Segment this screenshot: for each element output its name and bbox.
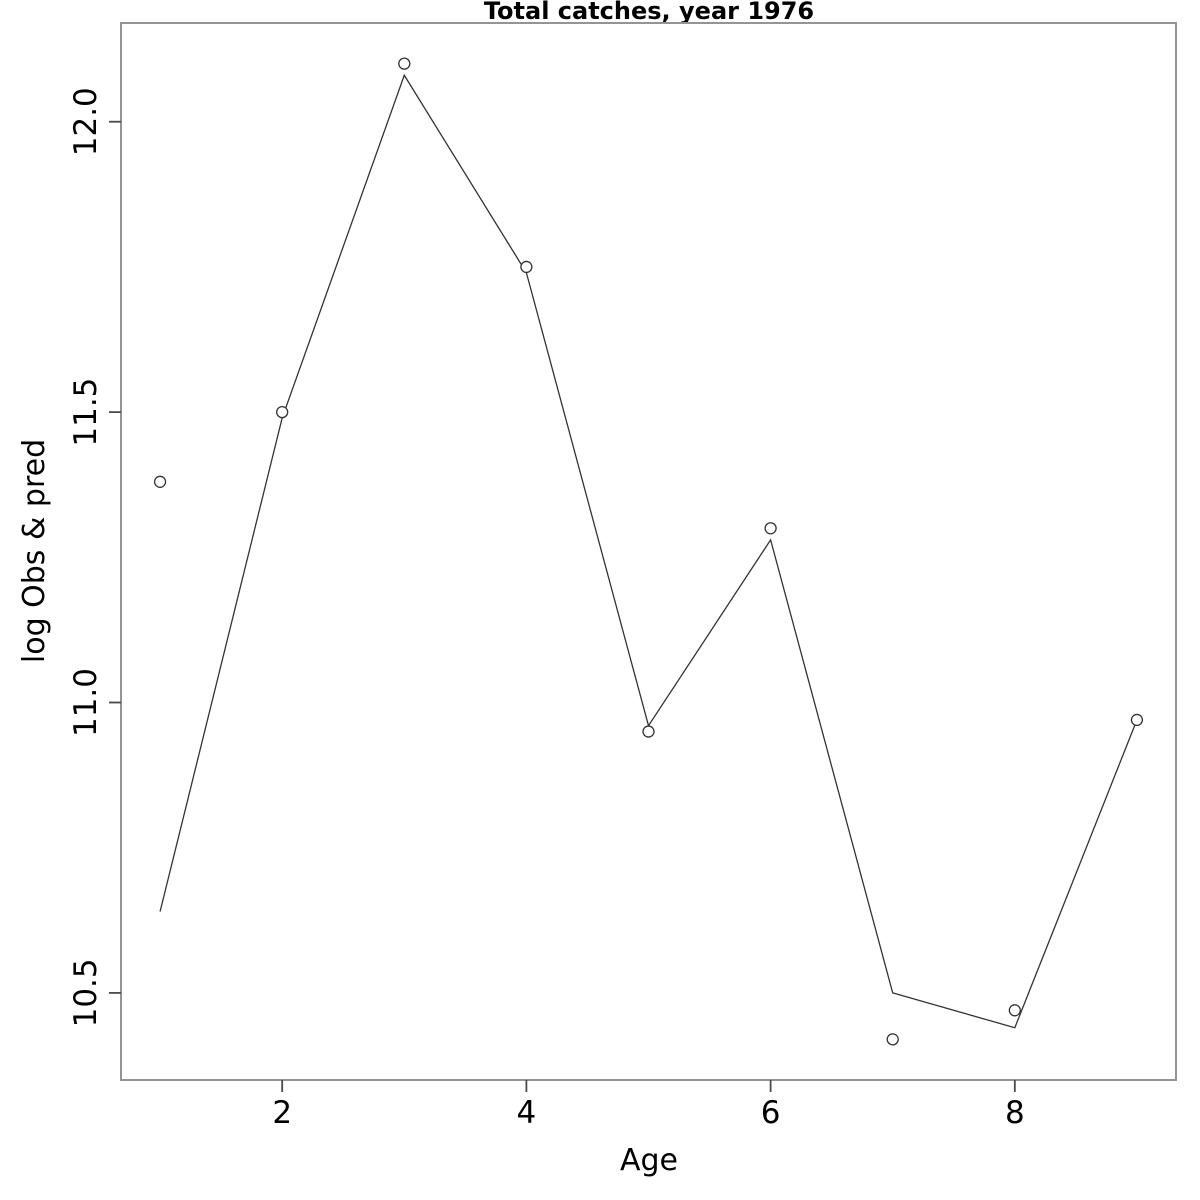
observed-point — [886, 1033, 899, 1046]
observed-point — [520, 260, 533, 274]
y-tick-label: 11.5 — [68, 378, 104, 447]
observed-point — [642, 725, 655, 738]
plot-border — [120, 22, 1177, 1081]
y-tick-label: 12.0 — [68, 87, 104, 156]
y-axis-title: log Obs & pred — [17, 439, 52, 663]
observed-point — [1008, 1004, 1021, 1017]
x-tick-label: 6 — [761, 1095, 781, 1131]
x-tick-label: 2 — [272, 1095, 292, 1131]
observed-point — [276, 405, 289, 419]
observed-point — [398, 57, 411, 70]
observed-point — [153, 475, 167, 488]
plot-geometry: 2 4 6 8 10.5 11.0 11.5 12.0 — [68, 22, 1177, 1131]
y-tick-label: 11.0 — [68, 668, 104, 737]
x-axis-title: Age — [620, 1143, 678, 1178]
x-tick-label: 4 — [517, 1095, 537, 1131]
x-tick-label: 8 — [1005, 1095, 1025, 1131]
predicted-line — [159, 73, 1138, 1029]
chart-title: Total catches, year 1976 — [484, 0, 814, 25]
observed-point — [1130, 713, 1144, 727]
y-tick-label: 10.5 — [68, 958, 104, 1027]
observed-point — [764, 522, 777, 535]
